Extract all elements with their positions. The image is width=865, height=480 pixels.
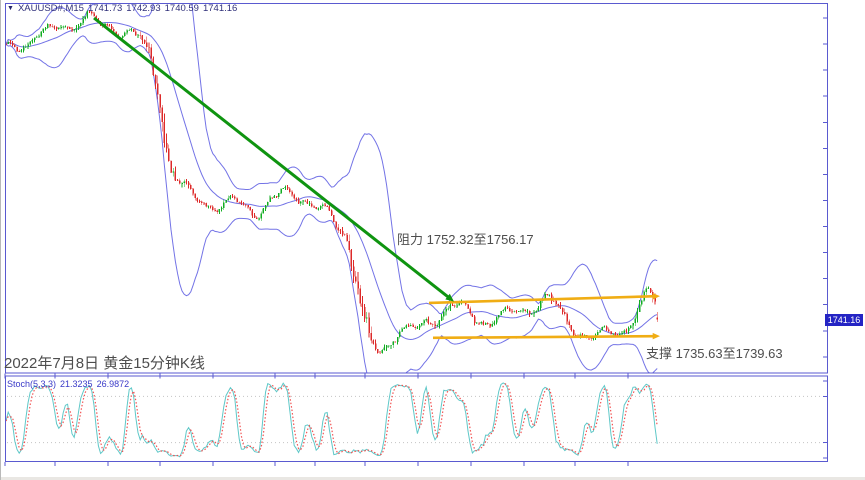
indicator-d-value: 26.9872	[96, 379, 130, 389]
ohlc-open: 1741.73	[87, 3, 123, 14]
indicator-axis[interactable]: 10080200	[829, 376, 865, 462]
candles-layer[interactable]	[5, 9, 658, 355]
chart-symbol-label: XAUUSD#,M15	[17, 3, 84, 14]
time-axis[interactable]: 4 Jul 20225 Jul 05:155 Jul 11:155 Jul 17…	[1, 462, 865, 477]
resistance-channel-line[interactable]	[428, 293, 660, 305]
caption-annotation: 2022年7月8日 黄金15分钟K线	[4, 355, 205, 372]
chart-title: ▼ XAUUSD#,M15 1741.73 1742.93 1740.59 1741.16	[7, 3, 241, 14]
descending-trendline[interactable]	[93, 16, 454, 302]
indicator-k-value: 21.3235	[60, 379, 93, 389]
support-annotation: 支撑 1735.63至1739.63	[646, 346, 783, 361]
bollinger-middle	[5, 22, 658, 341]
bollinger-lower	[5, 35, 658, 374]
ohlc-high: 1742.93	[126, 3, 161, 14]
support-channel-line[interactable]	[432, 332, 660, 340]
panel-frames	[4, 2, 829, 466]
stoch-k-line	[5, 382, 658, 458]
bollinger-upper	[5, 3, 658, 324]
stochastic-layer[interactable]	[5, 382, 827, 458]
symbol-dropdown-icon[interactable]: ▼	[7, 5, 14, 12]
stoch-d-line	[5, 383, 658, 457]
resistance-annotation: 阻力 1752.32至1756.17	[397, 232, 534, 247]
ohlc-low: 1740.59	[164, 3, 199, 14]
window-bottom-strip	[1, 477, 865, 480]
indicator-label: Stoch(5,3,3) 21.3235 26.9872	[7, 379, 133, 389]
indicator-name: Stoch(5,3,3)	[7, 379, 57, 389]
ohlc-close: 1741.16	[202, 3, 238, 14]
current-price-badge: 1741.16	[825, 313, 863, 326]
